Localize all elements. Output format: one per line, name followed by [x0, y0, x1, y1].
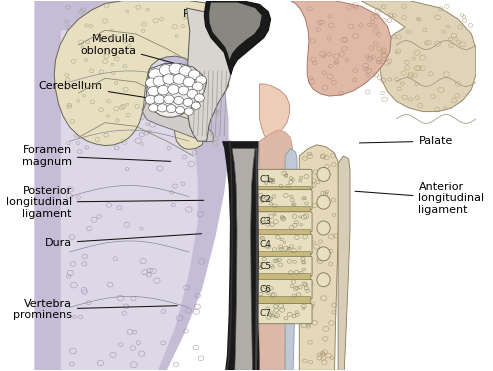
Circle shape: [174, 96, 183, 105]
Circle shape: [158, 104, 167, 112]
Polygon shape: [187, 8, 232, 141]
Circle shape: [179, 66, 191, 76]
Circle shape: [154, 95, 165, 104]
Circle shape: [149, 104, 158, 112]
Circle shape: [164, 95, 175, 104]
Bar: [257, 251, 310, 256]
Circle shape: [183, 77, 195, 87]
Circle shape: [153, 76, 166, 86]
Circle shape: [184, 108, 193, 115]
Polygon shape: [35, 1, 229, 370]
Polygon shape: [338, 156, 350, 370]
FancyBboxPatch shape: [255, 212, 312, 232]
Text: Cerebellum: Cerebellum: [39, 81, 162, 100]
Polygon shape: [146, 63, 207, 117]
Text: Palate: Palate: [359, 136, 453, 146]
Bar: [257, 207, 310, 211]
Polygon shape: [285, 148, 297, 370]
Polygon shape: [361, 1, 476, 112]
Circle shape: [191, 102, 200, 109]
Text: C6: C6: [259, 285, 272, 294]
Bar: [257, 273, 310, 279]
FancyBboxPatch shape: [255, 303, 312, 324]
Text: C1: C1: [259, 175, 272, 184]
Polygon shape: [142, 101, 213, 142]
Text: C7: C7: [259, 309, 272, 318]
Text: C5: C5: [259, 262, 272, 271]
Circle shape: [145, 78, 157, 88]
Text: C3: C3: [259, 217, 272, 226]
Circle shape: [166, 105, 176, 113]
Text: Vertebra
prominens: Vertebra prominens: [13, 299, 177, 320]
Circle shape: [195, 94, 204, 102]
Circle shape: [178, 86, 189, 95]
Polygon shape: [259, 130, 293, 370]
Polygon shape: [299, 145, 339, 370]
Polygon shape: [222, 141, 259, 370]
Text: C4: C4: [259, 240, 271, 249]
Polygon shape: [209, 3, 262, 60]
Text: Posterior
longitudinal
ligament: Posterior longitudinal ligament: [6, 186, 204, 219]
Polygon shape: [232, 148, 255, 370]
FancyBboxPatch shape: [255, 190, 312, 210]
Circle shape: [176, 106, 184, 114]
FancyBboxPatch shape: [255, 279, 312, 299]
Text: Foramen
magnum: Foramen magnum: [22, 145, 171, 167]
Circle shape: [169, 63, 182, 74]
Circle shape: [145, 95, 156, 104]
Text: C2: C2: [259, 195, 271, 204]
Ellipse shape: [317, 221, 330, 235]
Circle shape: [159, 65, 173, 76]
Ellipse shape: [317, 247, 330, 261]
FancyBboxPatch shape: [255, 234, 312, 254]
Circle shape: [163, 74, 175, 84]
Ellipse shape: [317, 273, 330, 287]
Circle shape: [187, 89, 198, 98]
Circle shape: [173, 74, 185, 84]
Circle shape: [196, 76, 207, 85]
Polygon shape: [204, 1, 271, 75]
Bar: [257, 296, 310, 303]
Bar: [257, 229, 310, 234]
Circle shape: [168, 85, 179, 94]
Text: Anterior
longitudinal
ligament: Anterior longitudinal ligament: [355, 182, 485, 215]
Polygon shape: [61, 30, 198, 370]
Circle shape: [148, 86, 159, 96]
Circle shape: [183, 98, 193, 106]
Text: Dura: Dura: [45, 234, 202, 248]
Circle shape: [149, 69, 163, 81]
Text: Pons: Pons: [183, 9, 242, 29]
Polygon shape: [290, 1, 391, 96]
Ellipse shape: [317, 167, 330, 181]
Ellipse shape: [317, 195, 330, 209]
Bar: [257, 186, 310, 189]
Circle shape: [188, 70, 200, 79]
Circle shape: [192, 82, 203, 91]
Circle shape: [158, 85, 169, 95]
Polygon shape: [54, 1, 235, 149]
Text: Medulla
oblongata: Medulla oblongata: [80, 34, 206, 72]
Polygon shape: [259, 84, 289, 141]
FancyBboxPatch shape: [255, 256, 312, 276]
FancyBboxPatch shape: [255, 169, 312, 190]
